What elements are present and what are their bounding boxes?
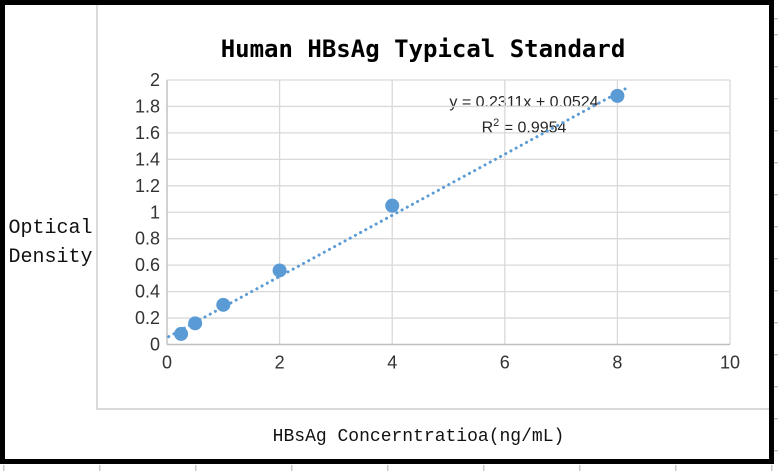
data-point [188,316,203,331]
r-symbol: R [481,119,494,137]
y-tick-label: 0.8 [135,229,160,249]
spreadsheet-gridline-marks-bottom [0,465,774,471]
y-tick-label: 1.6 [135,123,160,143]
y-axis-title: Optical Density [5,214,96,272]
x-tick-label: 0 [162,353,172,373]
cell-divider-horizontal [96,408,769,410]
y-tick-label: 0.2 [135,308,160,328]
x-tick-label: 4 [387,353,397,373]
r-squared-value: R2 = 0.9954 [424,113,624,138]
y-tick-label: 1.4 [135,149,160,169]
y-tick-label: 1.8 [135,96,160,116]
y-tick-label: 1 [150,202,160,222]
cell-divider-vertical [96,5,98,409]
y-tick-label: 0 [150,335,160,355]
y-tick-label: 0.6 [135,255,160,275]
spreadsheet-gridline-marks-right [774,0,778,464]
x-tick-label: 10 [720,353,740,373]
trendline [167,86,628,339]
data-point [216,297,231,312]
data-point [610,88,625,103]
x-tick-label: 2 [275,353,285,373]
x-tick-label: 8 [612,353,622,373]
y-axis-title-line2: Density [8,246,93,269]
y-tick-label: 1.2 [135,176,160,196]
x-axis-title: HBsAg Concerntratioa(ng/mL) [272,427,565,447]
y-tick-label: 2 [150,70,160,90]
r-squared-text: = 0.9954 [499,119,567,137]
y-tick-label: 0.4 [135,282,160,302]
r-exponent: 2 [493,117,500,129]
data-point [174,326,189,341]
data-point [385,198,400,213]
x-tick-label: 6 [500,353,510,373]
y-axis-title-line1: Optical [8,217,93,240]
chart-title: Human HBsAg Typical Standard [220,35,626,63]
data-point [272,263,287,278]
